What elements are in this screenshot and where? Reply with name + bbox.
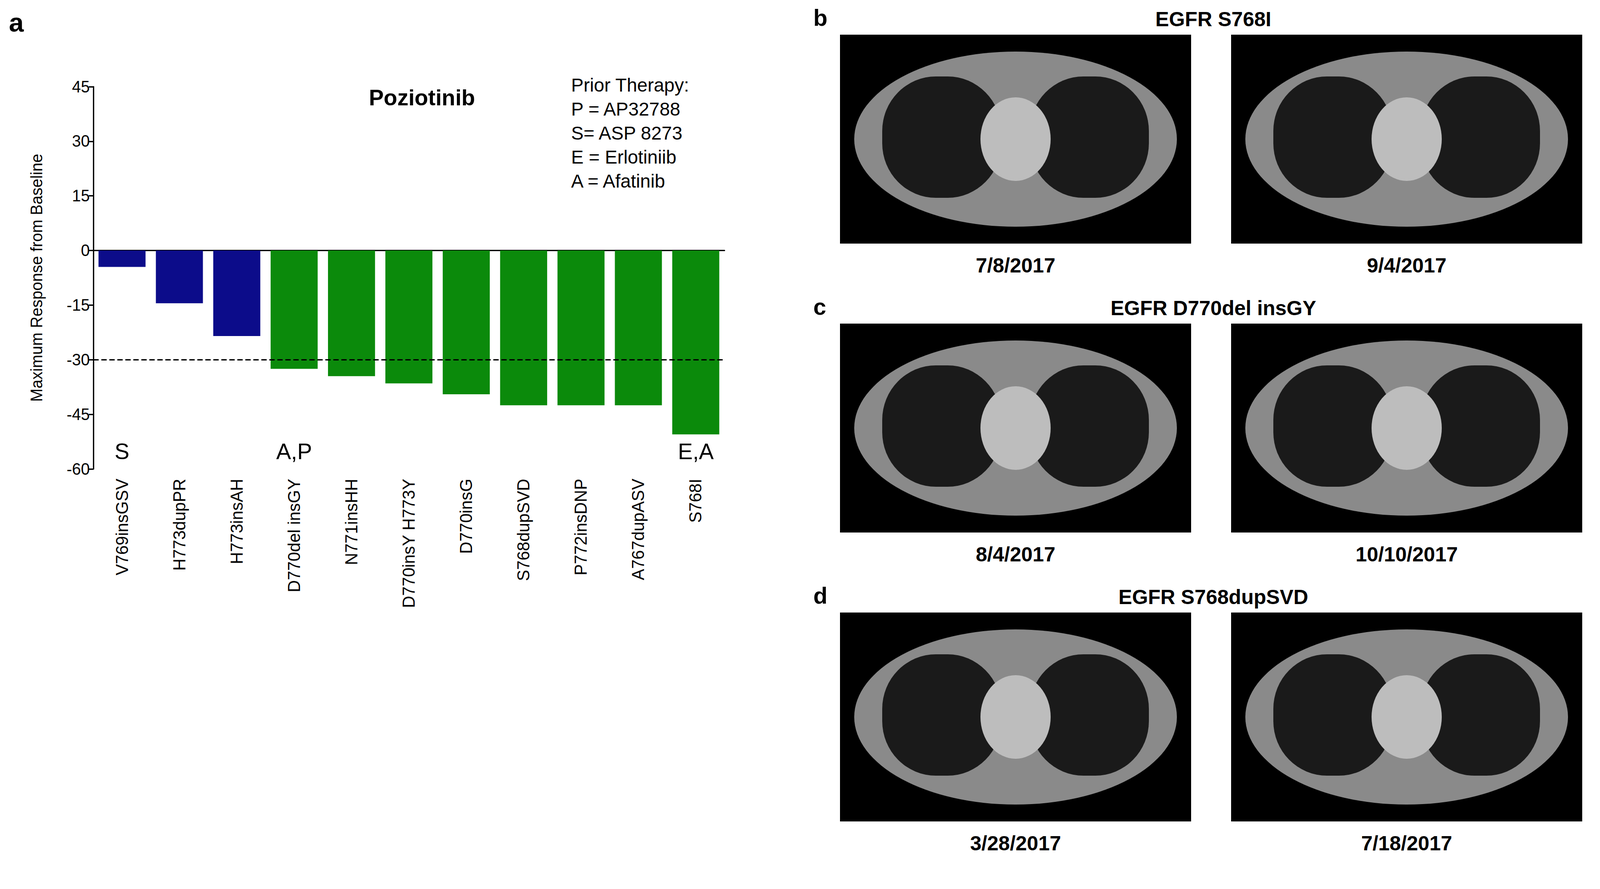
svg-text:A = Afatinib: A = Afatinib (571, 170, 665, 192)
svg-text:Poziotinib: Poziotinib (368, 85, 476, 111)
html-text:8/4/2017: 8/4/2017 (975, 542, 1056, 566)
html-text:7/8/2017: 7/8/2017 (975, 253, 1056, 277)
svg-text:Maximum Response from Baseline: Maximum Response from Baseline (27, 153, 46, 402)
html-text:b: b (813, 4, 828, 31)
svg-text:A,P: A,P (276, 439, 313, 464)
svg-text:S768I: S768I (686, 478, 705, 523)
html-text:c: c (813, 293, 827, 320)
svg-text:S: S (114, 439, 130, 464)
html-text:10/10/2017: 10/10/2017 (1355, 542, 1458, 566)
html-text:EGFR S768I: EGFR S768I (1155, 7, 1272, 31)
svg-text:V769insGSV: V769insGSV (112, 478, 132, 576)
html-text:3/28/2017: 3/28/2017 (970, 831, 1062, 855)
svg-text:D770insG: D770insG (456, 478, 476, 554)
html-text:EGFR D770del insGY: EGFR D770del insGY (1110, 296, 1317, 320)
svg-text:Prior Therapy:: Prior Therapy: (571, 74, 689, 96)
svg-text:45: 45 (72, 77, 90, 96)
svg-text:15: 15 (72, 186, 90, 205)
html-text:d: d (813, 582, 828, 609)
svg-text:-45: -45 (66, 405, 90, 424)
svg-text:P772insDNP: P772insDNP (571, 478, 591, 576)
svg-text:D770del insGY: D770del insGY (284, 478, 304, 593)
svg-text:A767dupASV: A767dupASV (628, 478, 648, 580)
svg-text:P = AP32788: P = AP32788 (571, 98, 681, 120)
svg-text:H773dupPR: H773dupPR (170, 478, 189, 571)
html-text:7/18/2017: 7/18/2017 (1361, 831, 1453, 855)
svg-text:-30: -30 (66, 350, 90, 369)
svg-text:0: 0 (80, 241, 90, 260)
html-text:EGFR S768dupSVD: EGFR S768dupSVD (1118, 585, 1309, 609)
svg-text:E = Erlotiniib: E = Erlotiniib (571, 146, 677, 168)
svg-text:-15: -15 (66, 296, 90, 315)
html-text:9/4/2017: 9/4/2017 (1366, 253, 1447, 277)
svg-text:30: 30 (72, 132, 90, 151)
svg-text:H773insAH: H773insAH (227, 478, 247, 564)
svg-text:S768dupSVD: S768dupSVD (514, 478, 533, 581)
svg-text:a: a (8, 7, 24, 38)
svg-text:D770insY H773Y: D770insY H773Y (399, 478, 419, 608)
svg-text:E,A: E,A (677, 439, 714, 464)
svg-text:S= ASP 8273: S= ASP 8273 (571, 122, 683, 144)
svg-text:-60: -60 (66, 460, 90, 479)
svg-text:N771insHH: N771insHH (342, 478, 361, 565)
